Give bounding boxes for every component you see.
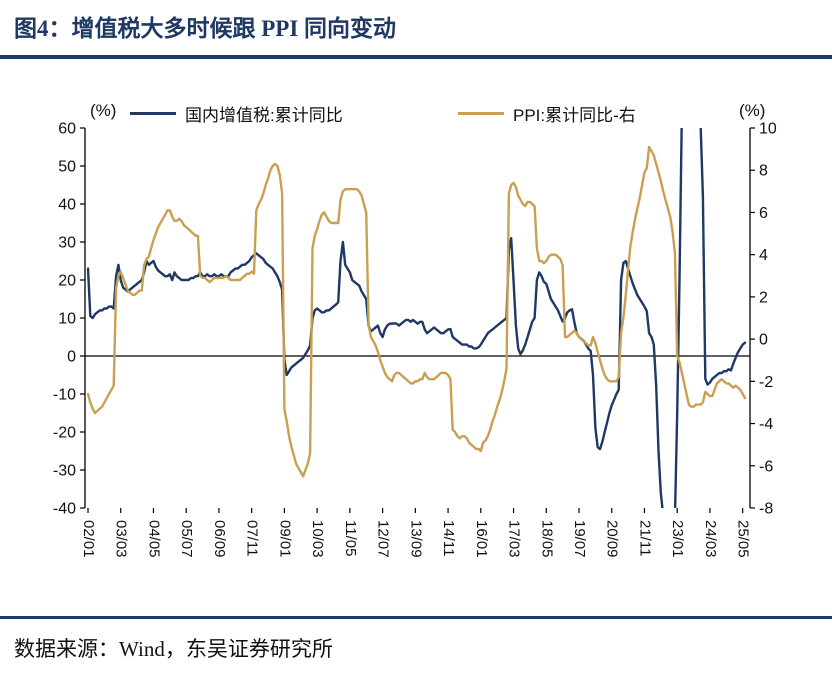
svg-text:07/11: 07/11 (244, 520, 261, 556)
svg-text:60: 60 (58, 121, 76, 138)
svg-text:14/11: 14/11 (440, 520, 457, 556)
right-axis-unit-label: (%) (739, 101, 766, 120)
svg-text:-30: -30 (53, 463, 76, 480)
svg-text:-6: -6 (759, 458, 773, 475)
svg-text:12/07: 12/07 (375, 520, 392, 558)
svg-text:-8: -8 (759, 501, 773, 518)
svg-text:18/05: 18/05 (538, 520, 555, 558)
ppi-line-swatch (458, 112, 504, 115)
svg-text:03/03: 03/03 (113, 520, 130, 558)
svg-text:-4: -4 (759, 416, 773, 433)
svg-text:02/01: 02/01 (80, 520, 97, 558)
svg-text:40: 40 (58, 197, 76, 214)
svg-text:16/01: 16/01 (473, 520, 490, 558)
svg-text:19/07: 19/07 (571, 520, 588, 558)
svg-text:2: 2 (759, 289, 768, 306)
svg-text:24/03: 24/03 (702, 520, 719, 558)
svg-text:10: 10 (759, 121, 777, 138)
svg-text:10/03: 10/03 (309, 520, 326, 558)
top-divider (0, 55, 832, 59)
svg-text:0: 0 (759, 332, 768, 349)
legend-item-vat: 国内增值税:累计同比 (130, 101, 343, 126)
svg-text:8: 8 (759, 163, 768, 180)
svg-text:20: 20 (58, 273, 76, 290)
svg-text:21/11: 21/11 (636, 520, 653, 556)
svg-text:-10: -10 (53, 387, 76, 404)
vat-line-swatch (130, 112, 176, 115)
svg-text:13/09: 13/09 (407, 520, 424, 558)
svg-text:23/01: 23/01 (669, 520, 686, 558)
svg-text:-2: -2 (759, 374, 773, 391)
svg-text:25/05: 25/05 (735, 520, 752, 558)
svg-text:-40: -40 (53, 501, 76, 518)
svg-text:6: 6 (759, 205, 768, 222)
data-source-text: 数据来源：Wind，东吴证券研究所 (14, 637, 333, 661)
svg-text:50: 50 (58, 159, 76, 176)
svg-text:20/09: 20/09 (604, 520, 621, 558)
svg-text:09/01: 09/01 (276, 520, 293, 558)
svg-text:10: 10 (58, 311, 76, 328)
svg-text:-20: -20 (53, 425, 76, 442)
svg-text:30: 30 (58, 235, 76, 252)
svg-text:4: 4 (759, 247, 768, 264)
svg-text:11/05: 11/05 (342, 520, 359, 556)
legend-item-ppi: PPI:累计同比-右 (458, 101, 636, 126)
legend-label-ppi: PPI:累计同比-右 (513, 106, 636, 125)
svg-text:17/03: 17/03 (506, 520, 523, 558)
left-axis-unit-label: (%) (90, 101, 117, 120)
svg-text:04/05: 04/05 (145, 520, 162, 558)
legend-label-vat: 国内增值税:累计同比 (185, 106, 343, 125)
svg-text:0: 0 (67, 349, 76, 366)
svg-text:05/07: 05/07 (178, 520, 195, 558)
bottom-divider (0, 616, 832, 619)
figure-title: 图4：增值税大多时候跟 PPI 同向变动 (14, 16, 397, 41)
svg-text:06/09: 06/09 (211, 520, 228, 558)
